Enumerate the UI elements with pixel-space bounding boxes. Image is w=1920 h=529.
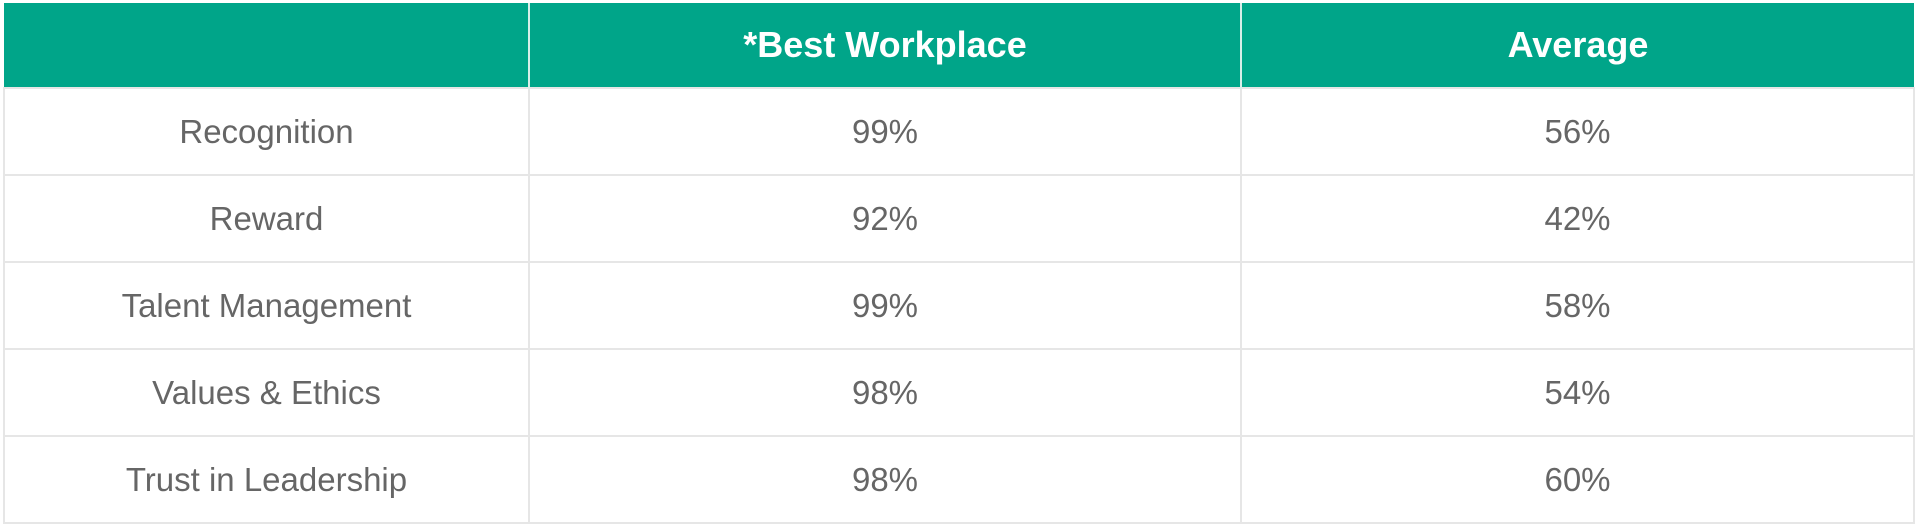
best-workplace-value: 98% — [529, 436, 1242, 524]
best-workplace-value: 92% — [529, 175, 1242, 263]
average-value: 54% — [1241, 349, 1915, 437]
table-row: Trust in Leadership 98% 60% — [3, 436, 1915, 524]
average-value: 60% — [1241, 436, 1915, 524]
average-value: 58% — [1241, 262, 1915, 350]
row-label: Talent Management — [3, 262, 530, 350]
average-value: 42% — [1241, 175, 1915, 263]
table-row: Recognition 99% 56% — [3, 87, 1915, 176]
row-label: Trust in Leadership — [3, 436, 530, 524]
header-cell-best-workplace: *Best Workplace — [529, 3, 1242, 88]
header-row: *Best Workplace Average — [4, 3, 1914, 88]
header-cell-metric — [4, 3, 530, 88]
best-workplace-value: 99% — [529, 262, 1242, 350]
table-row: Reward 92% 42% — [3, 175, 1915, 263]
table-row: Values & Ethics 98% 54% — [3, 349, 1915, 437]
comparison-table: *Best Workplace Average Recognition 99% … — [3, 3, 1915, 524]
row-label: Values & Ethics — [3, 349, 530, 437]
average-value: 56% — [1241, 87, 1915, 176]
row-label: Reward — [3, 175, 530, 263]
best-workplace-value: 98% — [529, 349, 1242, 437]
header-cell-average: Average — [1241, 3, 1914, 88]
best-workplace-value: 99% — [529, 87, 1242, 176]
table-row: Talent Management 99% 58% — [3, 262, 1915, 350]
row-label: Recognition — [3, 87, 530, 176]
